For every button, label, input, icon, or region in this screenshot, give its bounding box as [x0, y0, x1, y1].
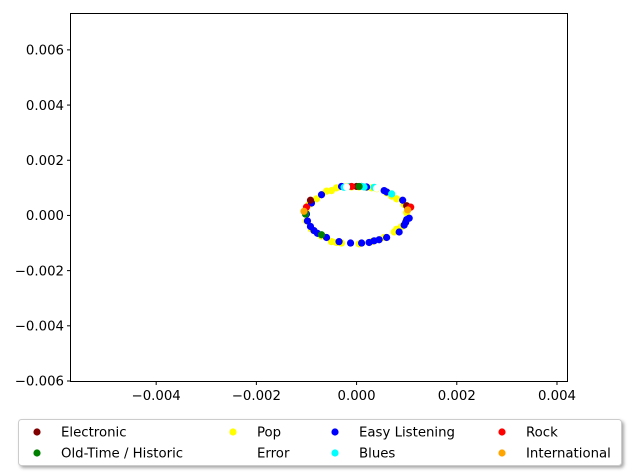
legend-frame: [18, 419, 622, 466]
point-international-0: [300, 207, 308, 215]
x-tick-label: −0.002: [232, 389, 281, 404]
legend-label-old-time-historic: Old-Time / Historic: [61, 447, 183, 462]
legend-entries: Electronic Old-Time / Historic Pop Error Eas…: [33, 426, 611, 462]
point-easy-listening-15: [395, 228, 403, 236]
point-error-0: [342, 183, 351, 191]
y-tick-label: 0.004: [26, 99, 64, 114]
legend-marker-blues: [331, 449, 339, 457]
legend-label-error: Error: [257, 447, 290, 462]
y-tick-label: −0.002: [15, 264, 64, 279]
point-easy-listening-14: [383, 233, 391, 242]
x-tick-label: 0.004: [538, 389, 576, 404]
legend-label-blues: Blues: [359, 447, 395, 462]
x-tick-label: 0.002: [438, 389, 476, 404]
point-easy-listening-9: [346, 239, 355, 247]
legend-marker-error: [229, 449, 237, 457]
legend-marker-international: [498, 449, 506, 457]
point-error-1: [373, 184, 381, 192]
legend-label-pop: Pop: [257, 426, 281, 441]
legend-marker-easy-listening: [331, 428, 339, 436]
x-axis: −0.004 −0.002 0.000 0.002 0.004: [132, 381, 576, 404]
point-easy-listening-13: [375, 236, 383, 244]
point-easy-listening-24: [402, 218, 410, 226]
point-international-1: [404, 206, 412, 214]
point-easy-listening-8: [335, 238, 343, 246]
legend-marker-old-time-historic: [33, 449, 41, 457]
y-tick-label: −0.006: [15, 375, 64, 390]
point-easy-listening-19: [399, 196, 407, 204]
legend-marker-electronic: [33, 428, 41, 436]
plot-points: [300, 182, 415, 248]
y-tick-label: −0.004: [15, 320, 64, 335]
x-tick-label: 0.000: [338, 389, 376, 404]
point-pop-31: [327, 187, 336, 195]
legend-label-international: International: [526, 447, 611, 462]
point-easy-listening-3: [303, 217, 312, 225]
x-tick-label: −0.004: [132, 389, 181, 404]
y-axis: −0.006 −0.004 −0.002 0.000 0.002 0.004 0.006: [15, 44, 71, 390]
point-easy-listening-0: [317, 191, 326, 199]
point-pop-22: [312, 195, 321, 203]
legend-marker-rock: [498, 428, 506, 436]
point-electronic-1: [306, 196, 315, 204]
point-blues-3: [388, 190, 396, 198]
axes-frame: [70, 13, 568, 382]
legend-label-rock: Rock: [526, 426, 558, 441]
y-tick-label: 0.002: [26, 154, 64, 169]
point-easy-listening-10: [357, 239, 366, 247]
legend-label-easy-listening: Easy Listening: [359, 426, 455, 441]
y-tick-label: 0.000: [26, 209, 64, 224]
point-old-time-historic-2: [355, 182, 363, 191]
legend-marker-pop: [229, 428, 237, 436]
y-tick-label: 0.006: [26, 44, 64, 59]
legend-label-electronic: Electronic: [61, 426, 127, 441]
point-old-time-historic-1: [317, 231, 326, 239]
legend: Electronic Old-Time / Historic Pop Error Eas…: [18, 419, 622, 466]
